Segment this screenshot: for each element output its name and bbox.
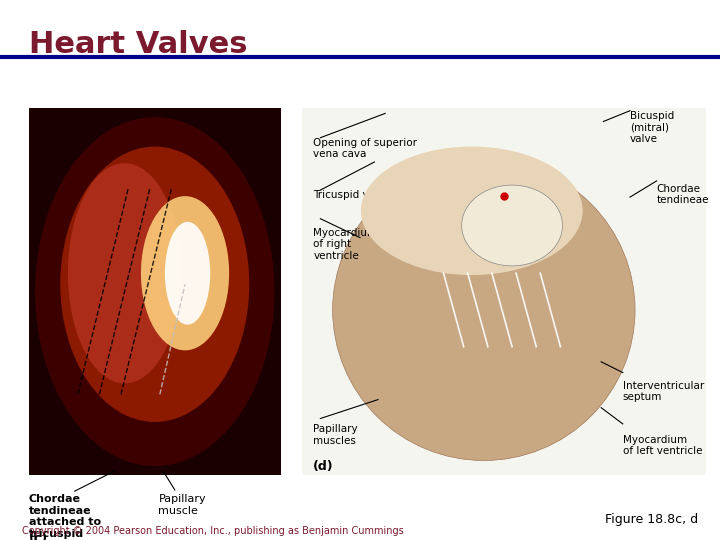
FancyBboxPatch shape <box>302 108 706 475</box>
Text: Bicuspid
(mitral)
valve: Bicuspid (mitral) valve <box>630 111 674 144</box>
Text: Chordae
tendineae
attached to
tricuspid
valve flap: Chordae tendineae attached to tricuspid … <box>29 494 101 540</box>
Text: Tricuspid valve: Tricuspid valve <box>313 190 391 200</box>
FancyBboxPatch shape <box>29 108 281 475</box>
Ellipse shape <box>333 159 635 461</box>
Text: (c): (c) <box>29 532 48 540</box>
Ellipse shape <box>60 146 249 422</box>
Ellipse shape <box>35 117 274 466</box>
Text: Copyright © 2004 Pearson Education, Inc., publishing as Benjamin Cummings: Copyright © 2004 Pearson Education, Inc.… <box>22 525 403 536</box>
Text: Interventricular
septum: Interventricular septum <box>623 381 704 402</box>
Text: Myocardium
of left ventricle: Myocardium of left ventricle <box>623 435 702 456</box>
Text: Heart Valves: Heart Valves <box>29 30 247 59</box>
Ellipse shape <box>68 163 181 383</box>
Text: (d): (d) <box>313 460 334 473</box>
Ellipse shape <box>361 146 582 275</box>
Ellipse shape <box>141 196 229 350</box>
Ellipse shape <box>165 222 210 325</box>
Text: Figure 18.8c, d: Figure 18.8c, d <box>606 514 698 526</box>
Text: Chordae
tendineae: Chordae tendineae <box>657 184 709 205</box>
Ellipse shape <box>462 185 562 266</box>
Text: Papillary
muscles: Papillary muscles <box>313 424 358 446</box>
Text: Opening of superior
vena cava: Opening of superior vena cava <box>313 138 417 159</box>
Text: Papillary
muscle: Papillary muscle <box>158 494 206 516</box>
Text: Myocardium
of right
ventricle: Myocardium of right ventricle <box>313 228 377 261</box>
